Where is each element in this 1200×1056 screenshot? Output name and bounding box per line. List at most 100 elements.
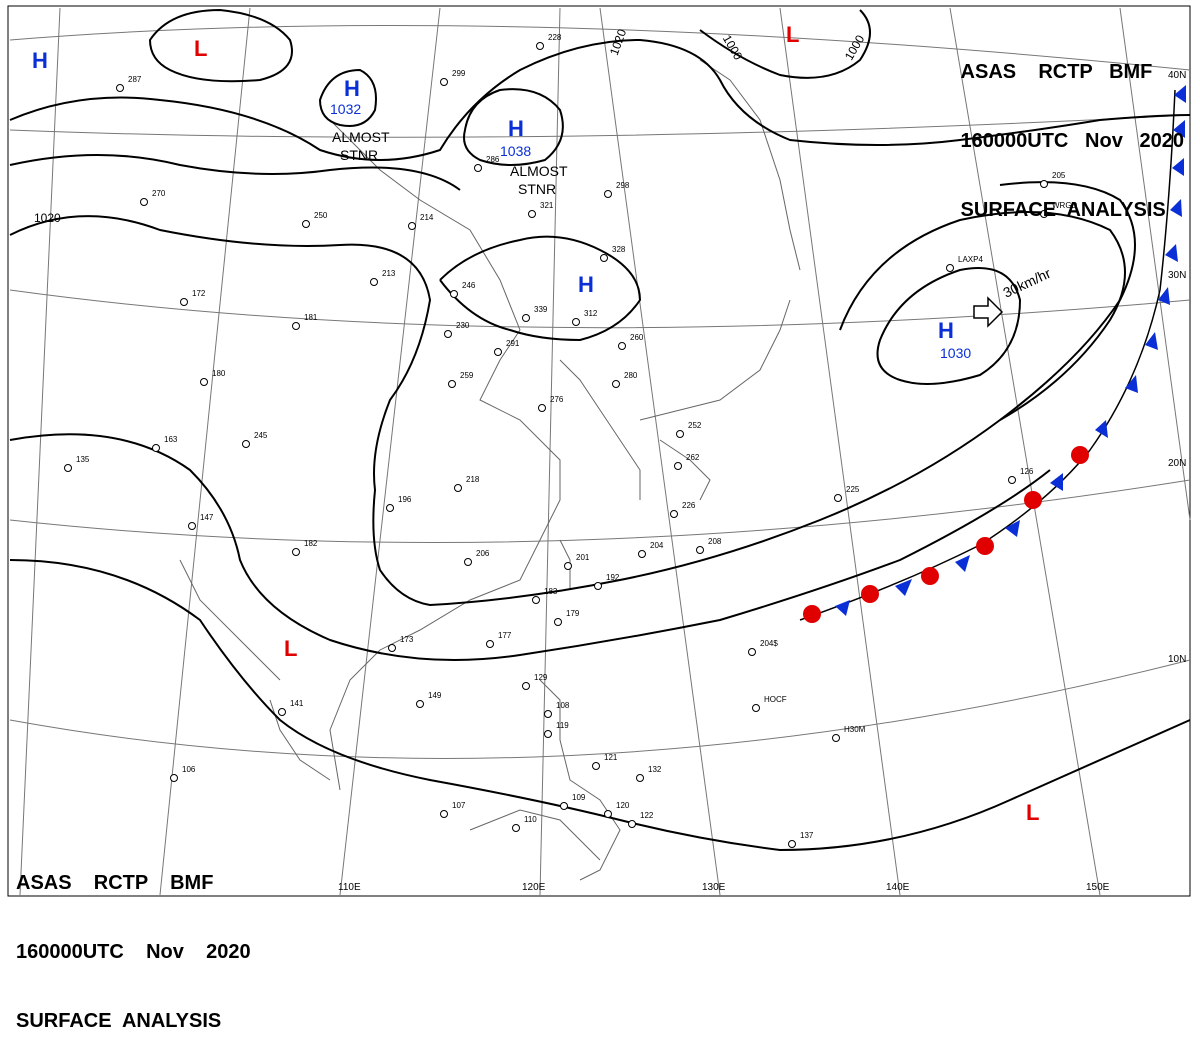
station-circle-icon: [448, 380, 456, 388]
almost-stnr-2-line2: STNR: [518, 181, 556, 197]
station-circle-icon: [522, 314, 530, 322]
lon-label-130e: 130E: [702, 882, 726, 893]
station-pressure-label: 287: [128, 75, 142, 84]
station-pressure-label: 208: [708, 537, 722, 546]
station-circle-icon: [474, 164, 482, 172]
station-pressure-label: 110: [524, 815, 537, 824]
station-pressure-label: 204: [650, 541, 664, 550]
station-circle-icon: [612, 380, 620, 388]
station-circle-icon: [180, 298, 188, 306]
station-pressure-label: 173: [400, 635, 414, 644]
station-pressure-label: 182: [304, 539, 318, 548]
station-circle-icon: [696, 546, 704, 554]
station-circle-icon: [116, 84, 124, 92]
station-pressure-label: 213: [382, 269, 396, 278]
station-pressure-label: 107: [452, 801, 466, 810]
station-circle-icon: [528, 210, 536, 218]
isobar-h2-ring: [318, 68, 377, 127]
station-circle-icon: [788, 840, 796, 848]
station-circle-icon: [670, 510, 678, 518]
station-circle-icon: [636, 774, 644, 782]
station-pressure-label: 321: [540, 201, 554, 210]
station-pressure-label: 137: [800, 831, 814, 840]
high-center-h2: H: [344, 76, 360, 101]
station-pressure-label: 218: [466, 475, 480, 484]
high-value-h3: 1038: [500, 143, 531, 159]
station-pressure-label: HOCF: [764, 695, 787, 704]
isobar-h3-ring: [463, 88, 564, 166]
station-pressure-label: 260: [630, 333, 644, 342]
header-bottom-line1: ASAS RCTP BMF: [16, 872, 214, 894]
analysis-header-top: ASAS RCTP BMF 160000UTC Nov 2020 SURFACE…: [961, 15, 1184, 245]
station-pressure-label: 141: [290, 699, 304, 708]
station-circle-icon: [752, 704, 760, 712]
station-circle-icon: [638, 550, 646, 558]
coastline: [179, 59, 801, 881]
station-pressure-label: LAXP4: [958, 255, 983, 264]
header-bottom-line3: SURFACE ANALYSIS: [16, 1010, 222, 1032]
station-circle-icon: [564, 562, 572, 570]
station-plots: 287 299 228 286 250 214 213 246 230 291 259 270 276 2…: [64, 33, 1078, 848]
station-pressure-label: 120: [616, 801, 630, 810]
low-center-l2: L: [786, 22, 799, 47]
isobar-label-1020-west: 1020: [34, 211, 61, 225]
station-pressure-label: WRGD: [1052, 201, 1078, 210]
station-pressure-label: 180: [212, 369, 226, 378]
station-circle-icon: [444, 330, 452, 338]
station-circle-icon: [512, 824, 520, 832]
station-pressure-label: 122: [640, 811, 654, 820]
station-circle-icon: [536, 42, 544, 50]
station-circle-icon: [494, 348, 502, 356]
station-circle-icon: [1040, 180, 1048, 188]
station-circle-icon: [64, 464, 72, 472]
high-center-h1: H: [32, 48, 48, 73]
lon-label-150e: 150E: [1086, 882, 1110, 893]
station-pressure-label: 286: [486, 155, 500, 164]
station-pressure-label: 339: [534, 305, 548, 314]
station-pressure-label: 298: [616, 181, 630, 190]
cold-front-triangles: [835, 85, 1186, 616]
almost-stnr-2-line1: ALMOST: [510, 163, 568, 179]
almost-stnr-1-line1: ALMOST: [332, 129, 390, 145]
station-pressure-label: 252: [688, 421, 702, 430]
isobar-h5-outer: [839, 211, 1126, 421]
station-pressure-label: 204$: [760, 639, 778, 648]
station-pressure-label: 262: [686, 453, 700, 462]
station-pressure-label: 206: [476, 549, 490, 558]
header-top-line2: 160000UTC Nov 2020: [960, 130, 1184, 152]
station-circle-icon: [592, 762, 600, 770]
station-circle-icon: [594, 582, 602, 590]
motion-arrow-icon: [973, 296, 1004, 328]
station-circle-icon: [554, 618, 562, 626]
station-circle-icon: [604, 810, 612, 818]
station-pressure-label: 328: [612, 245, 626, 254]
low-center-l4: L: [1026, 800, 1039, 825]
station-pressure-label: 108: [556, 701, 570, 710]
station-circle-icon: [618, 342, 626, 350]
station-pressure-label: 259: [460, 371, 474, 380]
station-pressure-label: 270: [152, 189, 166, 198]
station-pressure-label: 183: [544, 587, 558, 596]
isobars: [9, 8, 1191, 852]
isobar-north-inner: [9, 154, 461, 191]
station-circle-icon: [832, 734, 840, 742]
station-circle-icon: [278, 708, 286, 716]
station-circle-icon: [544, 730, 552, 738]
station-circle-icon: [188, 522, 196, 530]
station-circle-icon: [674, 462, 682, 470]
station-circle-icon: [1008, 476, 1016, 484]
station-pressure-label: 228: [548, 33, 562, 42]
station-pressure-label: 177: [498, 631, 512, 640]
station-circle-icon: [538, 404, 546, 412]
isobar-south-2: [9, 559, 1191, 852]
station-circle-icon: [600, 254, 608, 262]
station-circle-icon: [292, 548, 300, 556]
high-value-h5: 1030: [940, 345, 971, 361]
station-circle-icon: [604, 190, 612, 198]
station-pressure-label: 312: [584, 309, 598, 318]
station-pressure-label: 109: [572, 793, 586, 802]
station-circle-icon: [450, 290, 458, 298]
station-circle-icon: [560, 802, 568, 810]
lon-label-120e: 120E: [522, 882, 546, 893]
lat-label-40n: 40N: [1168, 70, 1186, 81]
